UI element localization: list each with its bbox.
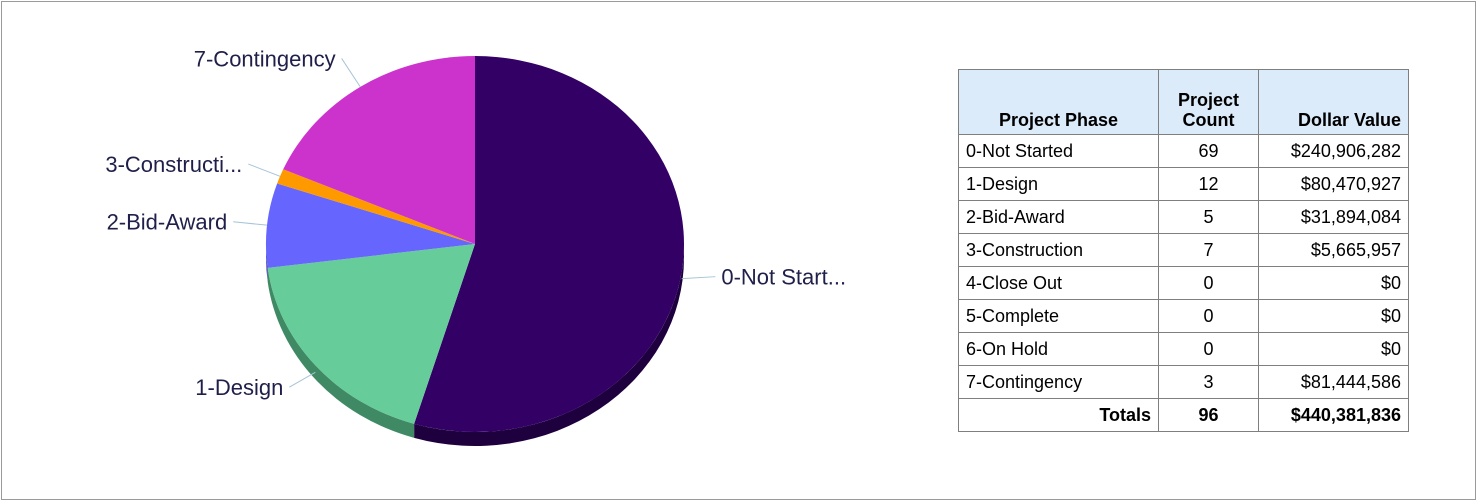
cell-value: $80,470,927	[1258, 167, 1409, 201]
cell-phase: 3-Construction	[958, 233, 1159, 267]
pie-slice-2-bid-award	[266, 183, 475, 268]
cell-phase: 0-Not Started	[958, 134, 1159, 168]
pie-depth-2-bid-award	[266, 244, 268, 282]
cell-value: $5,665,957	[1258, 233, 1409, 267]
totals-value: $440,381,836	[1258, 398, 1409, 432]
slice-label: 3-Constructi...	[105, 152, 242, 177]
cell-phase: 1-Design	[958, 167, 1159, 201]
cell-phase: 2-Bid-Award	[958, 200, 1159, 234]
cell-phase: 6-On Hold	[958, 332, 1159, 366]
table-row: 7-Contingency 3 $81,444,586	[958, 365, 1409, 399]
pie-depth-1-design	[267, 267, 415, 438]
cell-value: $0	[1258, 266, 1409, 300]
table-row: 5-Complete 0 $0	[958, 299, 1409, 333]
cell-count: 0	[1158, 332, 1259, 366]
cell-value: $0	[1258, 299, 1409, 333]
pie-slice-3-constructi	[277, 169, 475, 244]
cell-count: 0	[1158, 299, 1259, 333]
pie-slice-1-design	[267, 244, 475, 424]
cell-count: 0	[1158, 266, 1259, 300]
slice-label: 1-Design	[195, 375, 283, 400]
cell-count: 12	[1158, 167, 1259, 201]
leader-line	[289, 371, 316, 388]
cell-value: $81,444,586	[1258, 365, 1409, 399]
cell-count: 3	[1158, 365, 1259, 399]
table-row: 0-Not Started 69 $240,906,282	[958, 134, 1409, 168]
table-row: 3-Construction 7 $5,665,957	[958, 233, 1409, 267]
cell-phase: 4-Close Out	[958, 266, 1159, 300]
totals-count: 96	[1158, 398, 1259, 432]
table-header-row: Project Phase Project Count Dollar Value	[958, 69, 1409, 135]
table-row: 6-On Hold 0 $0	[958, 332, 1409, 366]
pie-slice-0-not-start	[414, 56, 684, 432]
cell-value: $0	[1258, 332, 1409, 366]
header-project-count: Project Count	[1158, 69, 1259, 135]
pie-slices	[266, 56, 684, 432]
cell-count: 5	[1158, 200, 1259, 234]
pie-slice-7-contingency	[283, 56, 475, 244]
header-dollar-value: Dollar Value	[1258, 69, 1409, 135]
pie-depth-0-not-start	[414, 244, 684, 446]
table-row: 2-Bid-Award 5 $31,894,084	[958, 200, 1409, 234]
cell-phase: 5-Complete	[958, 299, 1159, 333]
slice-label: 2-Bid-Award	[107, 210, 228, 235]
summary-table: Project Phase Project Count Dollar Value …	[958, 69, 1409, 432]
slice-label: 7-Contingency	[194, 46, 336, 71]
leader-line	[233, 221, 268, 226]
cell-value: $240,906,282	[1258, 134, 1409, 168]
slice-label: 0-Not Start...	[721, 265, 846, 290]
cell-count: 69	[1158, 134, 1259, 168]
table-row: 1-Design 12 $80,470,927	[958, 167, 1409, 201]
pie-depth	[266, 244, 684, 446]
cell-count: 7	[1158, 233, 1259, 267]
pie-labels: 0-Not Start... 1-Design 2-Bid-Award 3-Const…	[105, 46, 846, 400]
header-project-phase: Project Phase	[958, 69, 1159, 135]
cell-phase: 7-Contingency	[958, 365, 1159, 399]
leader-line	[248, 163, 281, 177]
totals-row: Totals 96 $440,381,836	[958, 398, 1409, 432]
leader-line	[681, 276, 716, 280]
cell-value: $31,894,084	[1258, 200, 1409, 234]
table-row: 4-Close Out 0 $0	[958, 266, 1409, 300]
pie-leader-lines	[233, 58, 716, 388]
leader-line	[341, 58, 361, 88]
totals-label: Totals	[958, 398, 1159, 432]
